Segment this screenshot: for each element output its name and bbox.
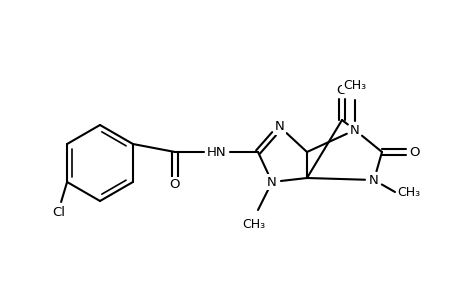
Text: O: O bbox=[336, 83, 347, 97]
Text: Cl: Cl bbox=[52, 206, 66, 218]
Text: CH₃: CH₃ bbox=[343, 79, 366, 92]
Text: N: N bbox=[349, 124, 359, 136]
Text: CH₃: CH₃ bbox=[396, 185, 419, 199]
Text: CH₃: CH₃ bbox=[242, 218, 265, 231]
Text: O: O bbox=[409, 146, 420, 158]
Text: N: N bbox=[274, 121, 284, 134]
Text: HN: HN bbox=[207, 146, 226, 158]
Text: N: N bbox=[368, 173, 378, 187]
Text: O: O bbox=[169, 178, 180, 191]
Text: N: N bbox=[267, 176, 276, 188]
